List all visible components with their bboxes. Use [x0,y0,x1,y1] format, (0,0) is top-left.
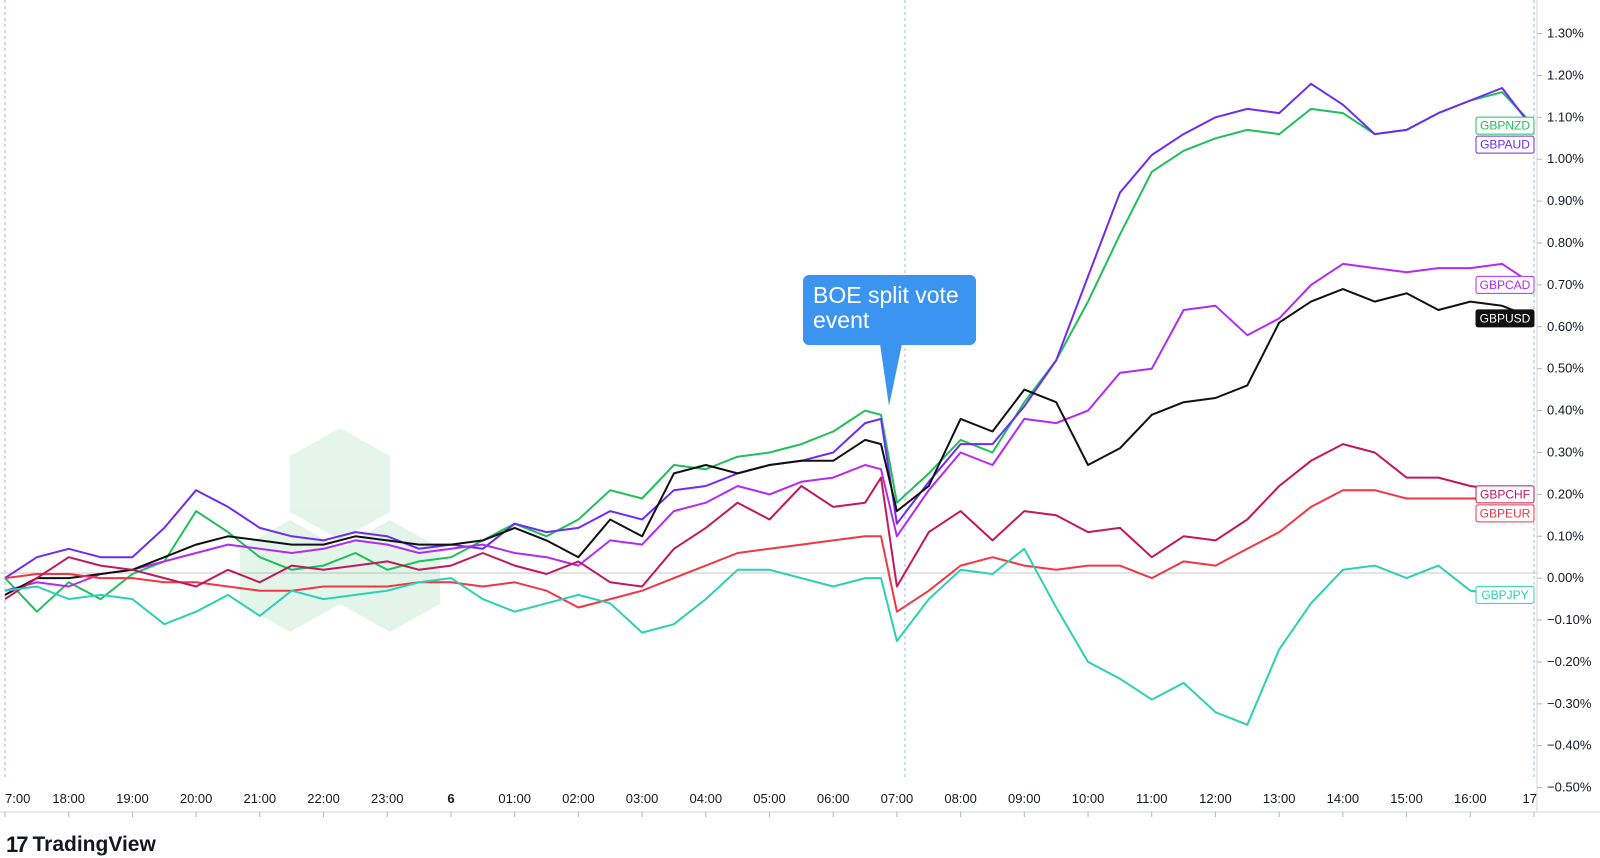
annotation-line-2: event [813,307,870,333]
x-tick-label: 21:00 [244,791,277,806]
y-tick-label: −0.50% [1547,780,1592,795]
series-layer [4,82,1535,726]
x-tick-label: 09:00 [1008,791,1041,806]
series-line-gbpchf [4,443,1535,600]
y-tick-label: −0.30% [1547,696,1592,711]
tradingview-logo[interactable]: 17 TradingView [6,832,156,858]
x-tick-label: 6 [447,791,454,806]
x-tick-label: 19:00 [116,791,149,806]
x-tick-label: 04:00 [690,791,723,806]
x-tick-label: 06:00 [817,791,850,806]
x-tick-label: 07:00 [881,791,914,806]
series-tag-box [1475,504,1535,523]
y-tick-label: 0.20% [1547,486,1584,501]
x-tick-label: 14:00 [1327,791,1360,806]
series-line-gbpnzd [4,91,1535,613]
x-tick-label: 23:00 [371,791,404,806]
y-tick-label: 1.10% [1547,109,1584,124]
callout-pointer [880,344,902,406]
annotation-line-1: BOE split vote [813,282,959,308]
y-tick-label: 0.50% [1547,361,1584,376]
y-tick-label: 0.00% [1547,570,1584,585]
y-axis: 1.30% 1.20% 1.10% 1.00% 0.90% 0.80% 0.70% 0.60%… [1537,26,1592,795]
y-tick-label: −0.40% [1547,738,1592,753]
x-tick-label: 7:00 [5,791,30,806]
x-axis: 7:00 18:00 19:00 20:00 21:00 22:00 23:00 6 01:00… [4,791,1537,817]
y-tick-label: −0.20% [1547,654,1592,669]
x-tick-label: 18:00 [52,791,85,806]
x-tick-label: 16:00 [1454,791,1487,806]
y-tick-label: 1.00% [1547,151,1584,166]
series-line-gbpjpy [4,547,1534,726]
x-tick-label: 03:00 [626,791,659,806]
x-tick-label: 22:00 [307,791,340,806]
x-tick-label: 17 [1523,791,1537,806]
series-tag-gbpchf: GBPCHF [1480,487,1530,501]
y-tick-label: 0.90% [1547,193,1584,208]
x-tick-label: 02:00 [562,791,595,806]
x-tick-label: 10:00 [1072,791,1105,806]
series-tag-gbpnzd: GBPNZD [1480,119,1530,133]
y-tick-label: 0.60% [1547,319,1584,334]
series-tags: GBPNZD GBPAUD GBPCAD GBPUSD GBPCHF GBPEUR GBPJ… [1475,116,1535,604]
x-tick-label: 11:00 [1136,791,1168,806]
series-tag-gbpcad: GBPCAD [1480,278,1531,292]
tradingview-mark-icon: 17 [6,832,29,857]
x-tick-label: 12:00 [1199,791,1232,806]
y-tick-label: 0.80% [1547,235,1584,250]
series-tag-box [1475,485,1535,504]
x-tick-label: 01:00 [498,791,531,806]
annotation-callout: BOE split vote event [803,275,976,345]
x-tick-label: 20:00 [180,791,213,806]
y-tick-label: 0.40% [1547,403,1584,418]
series-line-gbpcad [4,262,1535,592]
series-tag-box [1475,585,1535,604]
y-tick-label: 0.70% [1547,277,1584,292]
y-tick-label: 0.10% [1547,528,1584,543]
tradingview-wordmark: TradingView [32,833,156,856]
y-tick-label: 1.20% [1547,67,1584,82]
series-tag-box [1475,309,1535,328]
x-tick-label: 13:00 [1263,791,1296,806]
series-line-gbpaud [4,82,1535,579]
series-line-gbpeur [4,489,1534,613]
series-tag-box [1475,116,1535,135]
series-tag-gbpjpy: GBPJPY [1481,588,1528,602]
series-tag-gbpaud: GBPAUD [1480,138,1530,152]
y-tick-label: 1.30% [1547,26,1584,41]
x-tick-label: 15:00 [1390,791,1423,806]
series-tag-gbpeur: GBPEUR [1480,506,1531,520]
x-tick-label: 05:00 [753,791,786,806]
y-tick-label: −0.10% [1547,612,1592,627]
series-line-gbpusd [4,288,1535,596]
y-tick-label: 0.30% [1547,444,1584,459]
series-tag-box [1475,135,1535,154]
x-tick-label: 08:00 [944,791,977,806]
series-tag-gbpusd: GBPUSD [1480,311,1531,325]
series-tag-box [1475,275,1535,294]
